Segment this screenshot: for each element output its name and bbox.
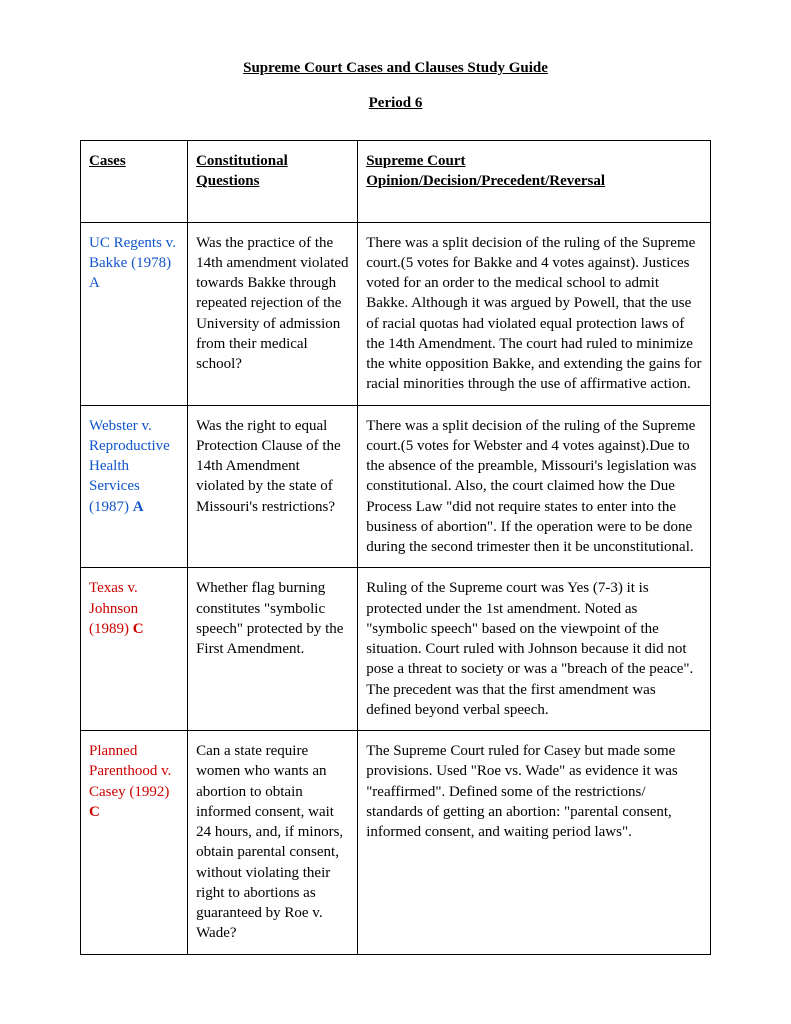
table-row: Planned Parenthood v. Casey (1992) C Can… (81, 731, 711, 955)
case-letter: A (133, 499, 144, 515)
table-row: UC Regents v. Bakke (1978) A Was the pra… (81, 222, 711, 405)
header-cases: Cases (81, 141, 188, 223)
opinion-cell: There was a split decision of the ruling… (358, 405, 711, 568)
question-cell: Whether flag burning constitutes "symbol… (188, 568, 358, 731)
opinion-cell: There was a split decision of the ruling… (358, 222, 711, 405)
case-cell: UC Regents v. Bakke (1978) A (81, 222, 188, 405)
page-title: Supreme Court Cases and Clauses Study Gu… (80, 60, 711, 77)
opinion-cell: The Supreme Court ruled for Casey but ma… (358, 731, 711, 955)
case-cell: Webster v. Reproductive Health Services … (81, 405, 188, 568)
case-name-link[interactable]: Webster v. Reproductive Health Services … (89, 418, 170, 515)
question-cell: Was the practice of the 14th amendment v… (188, 222, 358, 405)
cases-table: Cases Constitutional Questions Supreme C… (80, 140, 711, 955)
question-cell: Can a state require women who wants an a… (188, 731, 358, 955)
case-name-link[interactable]: UC Regents v. Bakke (1978) (89, 235, 176, 271)
page-subtitle: Period 6 (80, 95, 711, 112)
header-questions: Constitutional Questions (188, 141, 358, 223)
case-cell: Texas v. Johnson (1989) C (81, 568, 188, 731)
table-row: Webster v. Reproductive Health Services … (81, 405, 711, 568)
header-opinion: Supreme Court Opinion/Decision/Precedent… (358, 141, 711, 223)
case-name-link[interactable]: Texas v. Johnson (1989) (89, 580, 138, 637)
table-header-row: Cases Constitutional Questions Supreme C… (81, 141, 711, 223)
case-letter: A (89, 275, 100, 291)
case-name-link[interactable]: Planned Parenthood v. Casey (1992) (89, 743, 171, 800)
opinion-cell: Ruling of the Supreme court was Yes (7-3… (358, 568, 711, 731)
case-letter: C (89, 804, 100, 820)
case-letter: C (133, 621, 144, 637)
table-row: Texas v. Johnson (1989) C Whether flag b… (81, 568, 711, 731)
case-cell: Planned Parenthood v. Casey (1992) C (81, 731, 188, 955)
question-cell: Was the right to equal Protection Clause… (188, 405, 358, 568)
